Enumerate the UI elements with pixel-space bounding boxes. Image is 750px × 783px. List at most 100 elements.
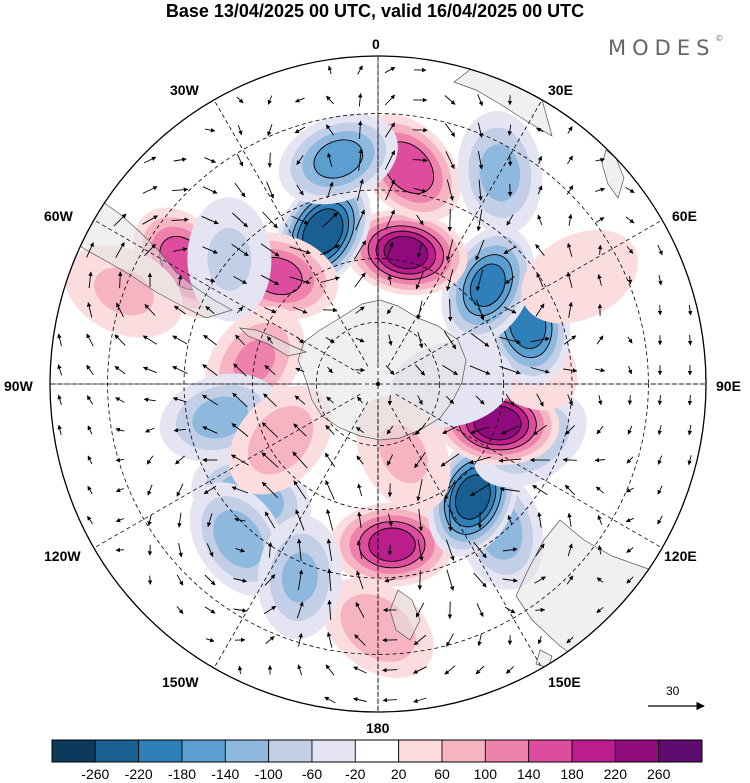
wind-vector [267,95,273,105]
wind-vector [657,244,663,256]
wind-vector [326,631,333,648]
wind-vector [173,305,186,315]
modes-logo: MODES© [608,34,723,60]
colorbar-swatch [398,739,443,763]
wind-vector [597,545,603,555]
wind-vector [356,570,364,590]
wind-vector [468,456,491,465]
wind-vector [294,395,306,405]
wind-vector [201,215,219,225]
colorbar-swatch [354,739,400,763]
madagascar [601,149,625,199]
wind-vector [415,270,425,290]
lon-label-30e: 30E [548,82,573,98]
wind-vector [535,543,545,557]
wind-vector [231,243,249,257]
wind-vector [507,154,513,167]
wind-vector [267,336,273,344]
wind-vector [353,697,367,702]
wind-vector [596,577,604,583]
wind-vector [326,95,334,105]
wind-vector [687,455,692,466]
wind-vector [233,276,247,284]
wind-vector [562,457,577,463]
wind-vector [260,243,280,257]
wind-vector [144,304,156,316]
lon-label-150e: 150E [548,674,581,690]
wind-vector [327,568,332,592]
colorbar-tick-label: 20 [390,766,407,782]
wind-vector [261,481,279,499]
wind-vector [505,393,515,407]
wind-vector [476,603,484,618]
colorbar [51,739,703,763]
wind-vector [177,274,183,285]
wind-vector [202,394,218,406]
wind-vector [415,424,425,436]
wind-vector [537,155,543,164]
wind-vector [385,209,395,231]
wind-vector [357,396,363,404]
wind-vector [87,485,93,495]
wind-vector [265,636,275,644]
wind-vector [566,185,574,195]
wind-vector [478,179,483,201]
brand-text: MODES [608,36,716,60]
wind-vector [384,122,396,138]
wind-vector [596,335,604,345]
wind-vector [446,569,455,591]
wind-vector [295,509,305,531]
wind-vector [325,124,335,136]
wind-vector [233,578,248,583]
wind-vector [473,541,487,559]
wind-vector [142,335,158,345]
wind-vector [564,484,576,496]
colorbar-swatch [528,739,573,763]
wind-vector [322,212,338,228]
wind-vector [417,395,423,406]
wind-vector [57,364,63,376]
wind-vector [355,426,364,434]
wind-vector [413,634,427,646]
wind-vector [444,665,456,675]
wind-vector [503,306,517,314]
wind-vector [296,336,304,344]
wind-vector [536,272,544,288]
colorbar-tick-label: -180 [167,766,197,782]
wind-vector [535,303,545,317]
wind-vector [205,637,215,643]
meridian-line [213,99,369,367]
wind-vector [319,244,341,256]
wind-vector [355,602,365,618]
colorbar-tick-label: 60 [434,766,450,782]
wind-vector [384,150,396,170]
wind-vector [205,306,215,314]
wind-vector [86,395,94,405]
wind-vector [384,94,396,106]
wind-vector [568,213,573,226]
wind-vector [626,547,634,553]
wind-vector [356,455,364,465]
wind-vector [563,335,577,345]
wind-vector [115,547,125,553]
wind-vector [388,334,393,346]
wind-vector [597,244,603,255]
wind-vector [417,570,423,591]
wind-vector [502,547,518,552]
wind-vector [563,368,578,373]
wind-vector [294,97,305,103]
wind-vector [326,538,333,561]
wind-vector [477,94,483,107]
wind-vector [475,269,484,292]
wind-vector [176,483,184,497]
colorbar-swatch [311,739,356,763]
wind-vector [324,452,336,468]
colorbar-swatch [614,739,660,763]
meridian-line [93,393,361,549]
south-pole-marker [376,382,380,386]
wind-vector [387,274,393,285]
wind-vector [326,181,334,199]
wind-vector [414,451,426,469]
wind-vector [415,602,425,618]
wind-vector [501,425,519,435]
